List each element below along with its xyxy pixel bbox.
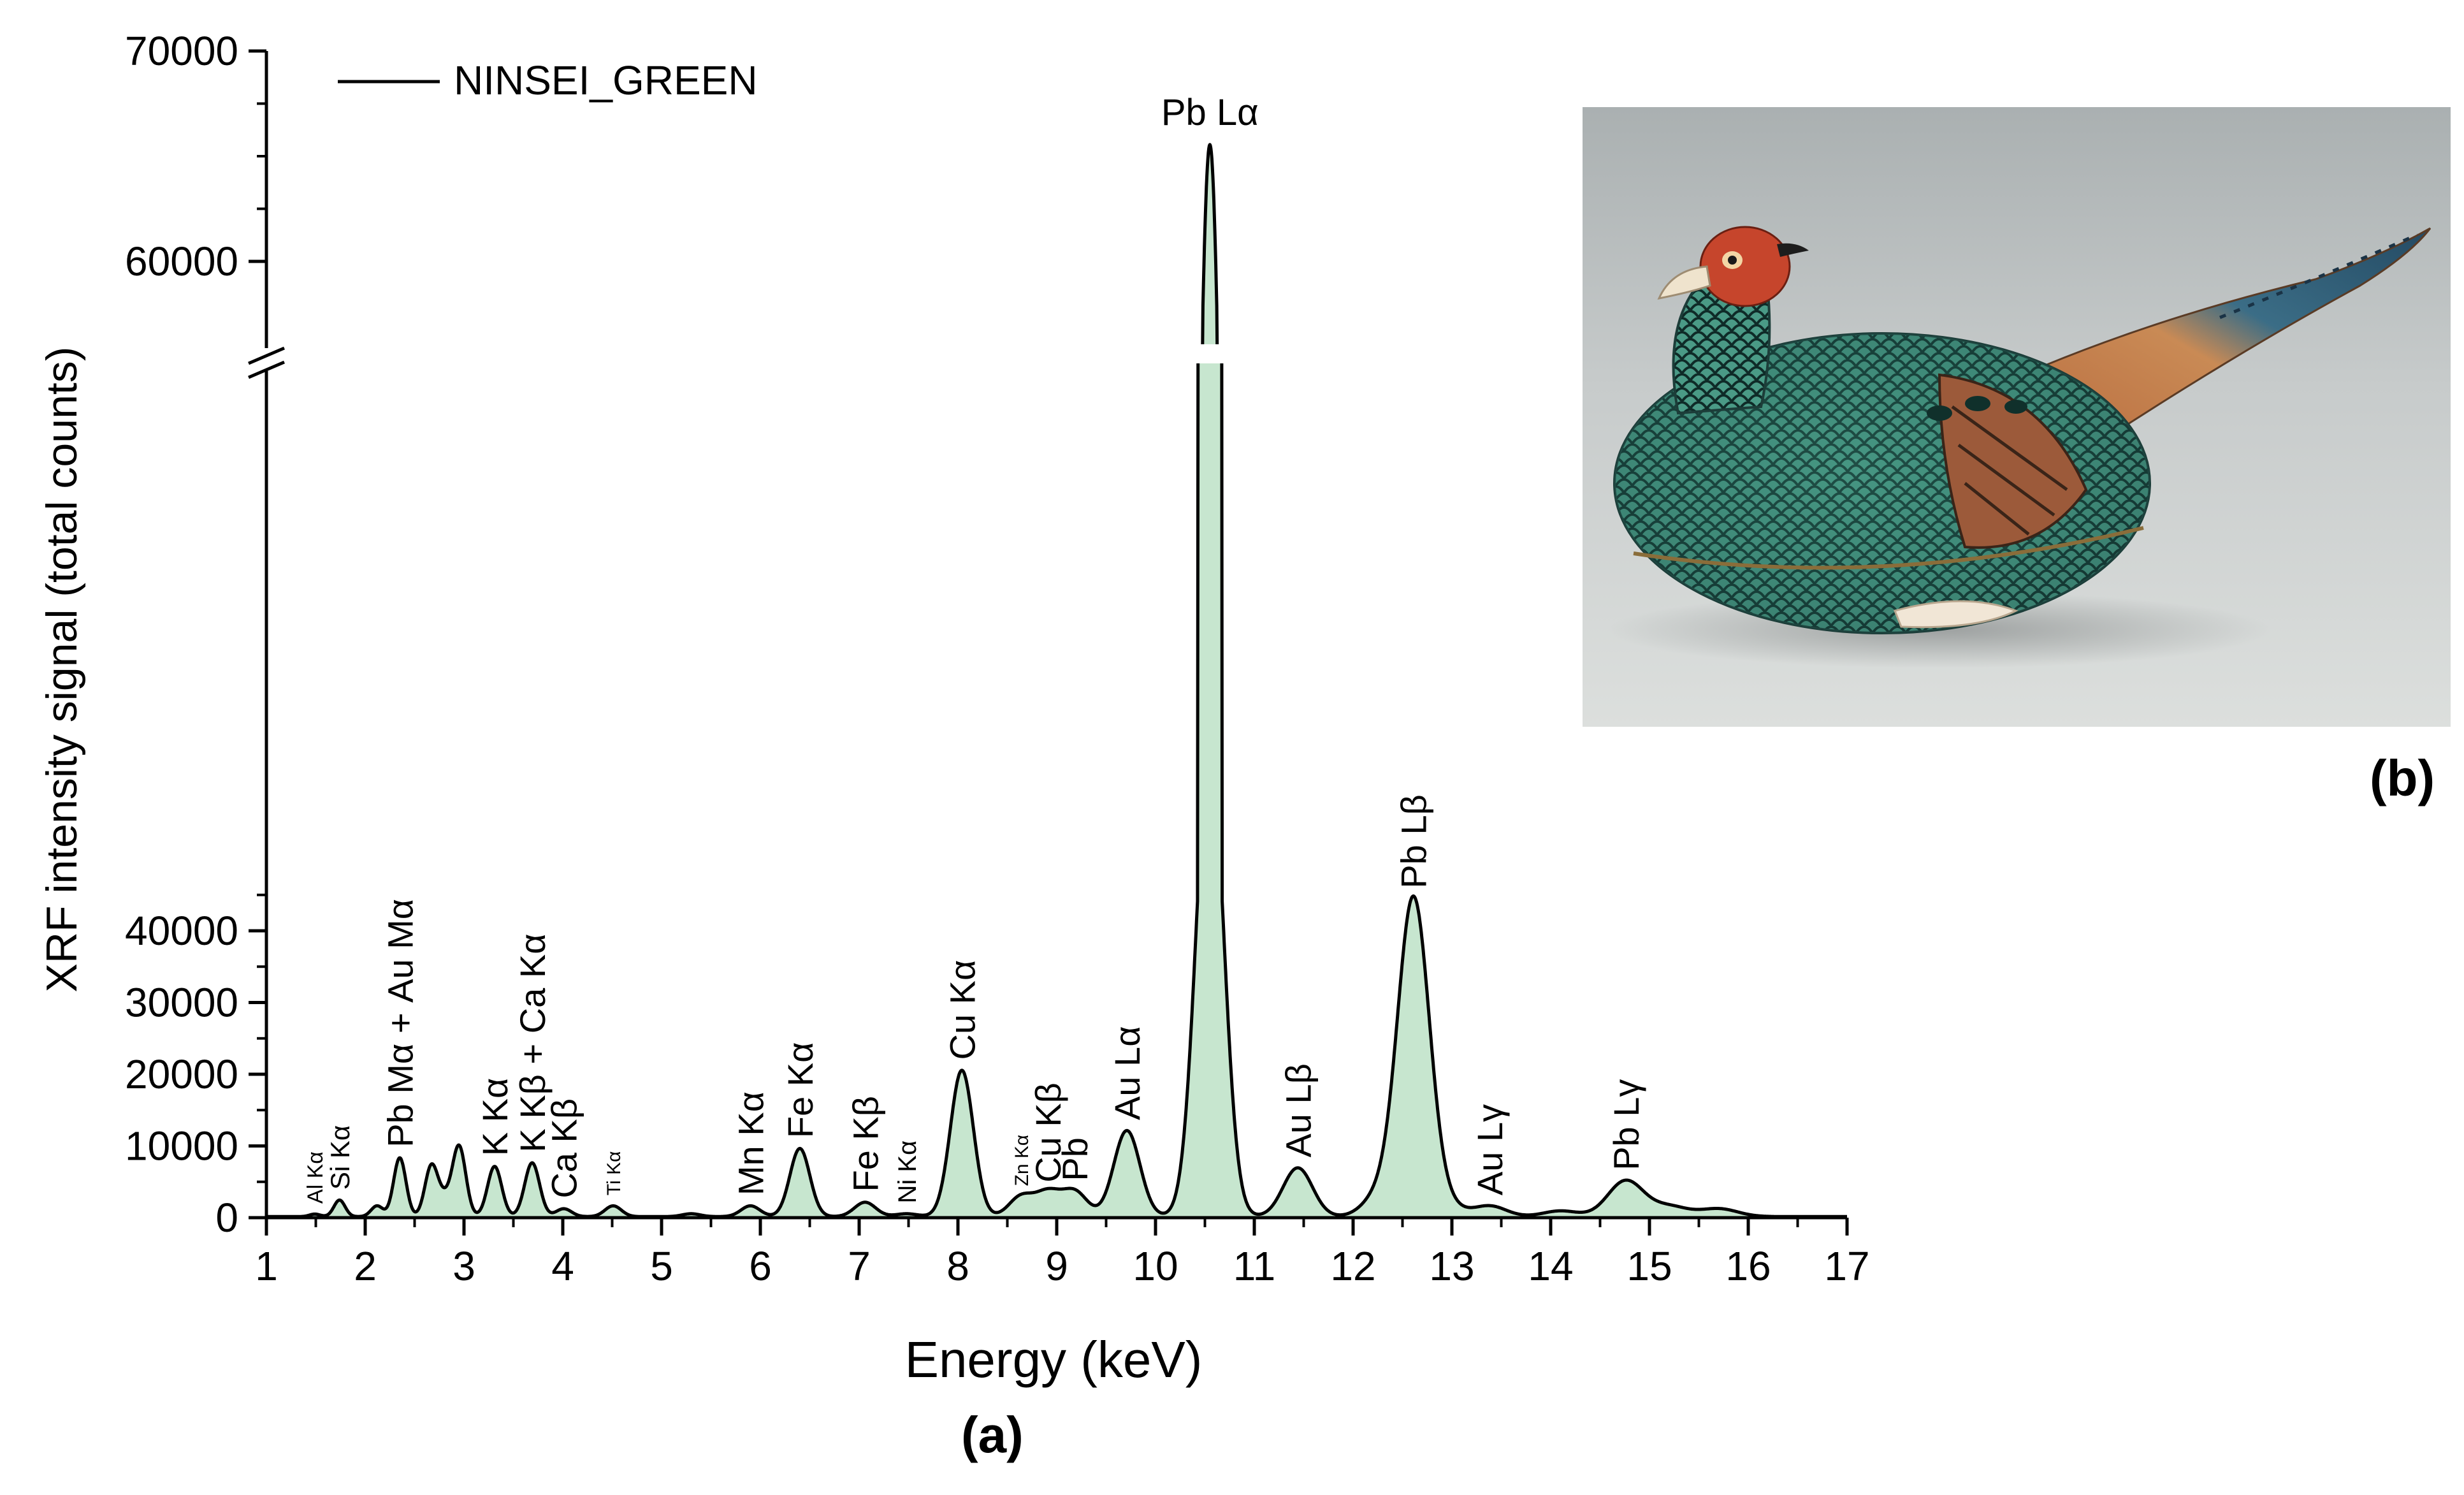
peak-label: Pb Lα	[1161, 92, 1259, 133]
x-tick-label: 10	[1133, 1243, 1178, 1289]
x-ticks: 1 2 3 4 5 6 7 8 9 10 11 12 13 14 15 16 17	[255, 1218, 1870, 1289]
peak-label: Fe Kβ	[846, 1096, 886, 1192]
peak-label: K Kβ + Ca Kα	[512, 933, 553, 1152]
axes: 1 2 3 4 5 6 7 8 9 10 11 12 13 14 15 16 17 01000020000300…	[125, 28, 1870, 1289]
y-tick-label: 30000	[125, 980, 238, 1026]
plot-area	[265, 143, 1848, 1218]
peak-label: Al Kα	[303, 1151, 328, 1204]
legend-entry: NINSEI_GREEN	[454, 57, 758, 103]
x-tick-label: 9	[1045, 1243, 1068, 1289]
peak-label: Pb Lβ	[1394, 794, 1434, 888]
x-tick-label: 8	[946, 1243, 969, 1289]
y-axis-break-mark	[248, 346, 285, 379]
x-tick-label: 4	[551, 1243, 574, 1289]
peak-label: K Kα	[475, 1078, 515, 1156]
legend: NINSEI_GREEN	[338, 57, 758, 103]
x-tick-label: 14	[1528, 1243, 1573, 1289]
peak-label: Si Kα	[325, 1125, 355, 1190]
x-tick-label: 15	[1627, 1243, 1672, 1289]
x-tick-label: 16	[1725, 1243, 1771, 1289]
peak-label: Mn Kα	[731, 1091, 771, 1195]
spectrum-line	[265, 143, 1848, 1218]
y-tick-label: 20000	[125, 1051, 238, 1097]
x-tick-label: 13	[1429, 1243, 1474, 1289]
peak-label: Ni Kα	[894, 1141, 922, 1204]
peak-break-gap	[1184, 344, 1236, 363]
peak-label: Au Lα	[1107, 1026, 1147, 1120]
peak-label: Pb Mα + Au Mα	[380, 899, 420, 1148]
peak-label: Ca Kβ	[544, 1098, 584, 1199]
x-tick-label: 12	[1330, 1243, 1375, 1289]
y-axis-title: XRF intensity signal (total counts)	[38, 347, 86, 993]
peak-label: Ti Kα	[604, 1151, 625, 1196]
y-ticks: 0 10000 20000 30000 40000 60000 70000	[125, 28, 266, 1241]
x-tick-label: 1	[255, 1243, 278, 1289]
peak-label: Cu Kα	[942, 960, 982, 1060]
peak-label: Au Lβ	[1278, 1063, 1318, 1157]
y-tick-label: 0	[215, 1195, 238, 1241]
peak-label: Au Lγ	[1470, 1104, 1510, 1195]
peak-label: Pb Lγ	[1606, 1079, 1646, 1170]
x-tick-label: 6	[749, 1243, 772, 1289]
x-tick-label: 5	[650, 1243, 673, 1289]
panel-label-b: (b)	[2370, 750, 2435, 806]
pheasant-photo	[1583, 107, 2451, 727]
peak-label: Zn Kα	[1011, 1135, 1033, 1186]
panel-label-a: (a)	[961, 1406, 1024, 1463]
y-tick-label: 40000	[125, 908, 238, 954]
x-tick-label: 3	[453, 1243, 475, 1289]
y-tick-label: 10000	[125, 1123, 238, 1169]
pheasant-illustration	[1608, 226, 2431, 668]
x-tick-label: 2	[354, 1243, 377, 1289]
peak-label: Pb	[1055, 1137, 1095, 1181]
peak-label: Fe Kα	[780, 1042, 820, 1138]
peak-label: Cu Kβ	[1028, 1083, 1068, 1183]
y-tick-label: 70000	[125, 28, 238, 74]
x-tick-label: 7	[848, 1243, 871, 1289]
y-tick-label: 60000	[125, 238, 238, 284]
x-tick-label: 11	[1233, 1243, 1275, 1289]
x-tick-label: 17	[1824, 1243, 1869, 1289]
x-axis-title: Energy (keV)	[905, 1331, 1203, 1388]
